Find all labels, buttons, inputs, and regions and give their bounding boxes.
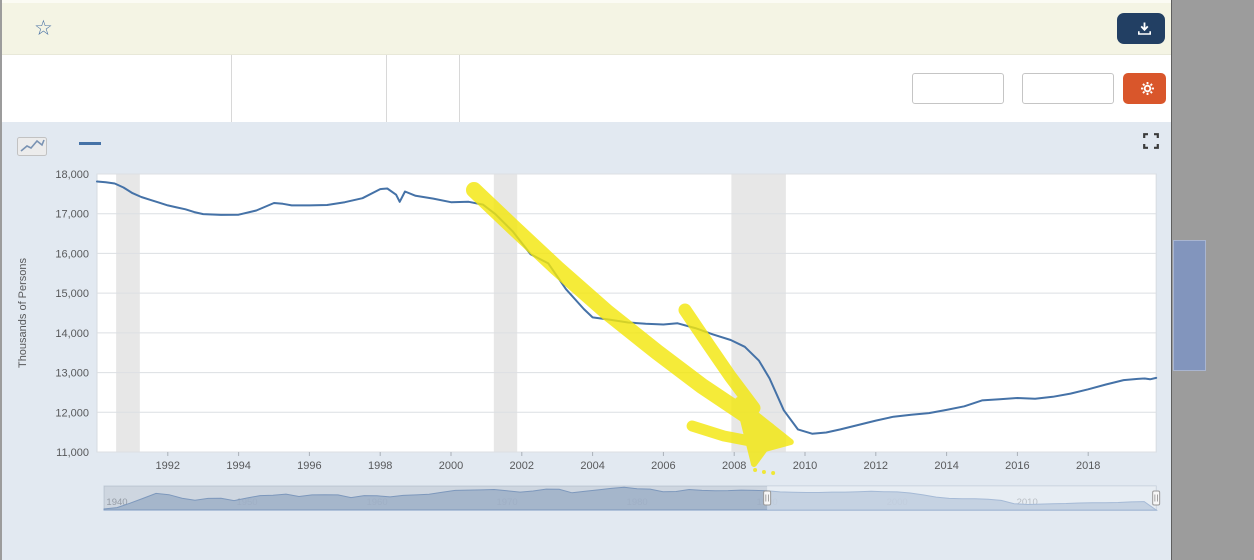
navigator-handle-left[interactable] — [763, 490, 772, 506]
x-tick-label: 2008 — [722, 460, 746, 472]
timeline-navigator[interactable]: 19401950196019701980199020002010 — [103, 485, 1161, 511]
range-controls — [853, 55, 1171, 122]
send-feedback-button[interactable] — [1173, 240, 1206, 371]
x-tick-label: 2004 — [580, 460, 604, 472]
footer-bar — [2, 518, 1171, 560]
y-tick-label: 18,000 — [55, 169, 89, 181]
x-tick-label: 2002 — [510, 460, 534, 472]
y-tick-label: 11,000 — [56, 447, 89, 459]
navigator-decade-label: 1940 — [106, 497, 127, 508]
legend-line-swatch — [79, 141, 101, 145]
top-strip — [2, 0, 1171, 3]
x-tick-label: 1998 — [368, 460, 392, 472]
meta-bar — [2, 55, 1171, 122]
gear-icon — [1141, 82, 1154, 95]
fred-logo-chart-icon — [17, 136, 47, 156]
y-tick-label: 13,000 — [55, 368, 89, 380]
edit-graph-button[interactable] — [1123, 73, 1166, 104]
y-tick-label: 12,000 — [55, 407, 89, 419]
y-axis-title: Thousands of Persons — [17, 257, 29, 368]
end-date-input[interactable] — [1022, 73, 1114, 104]
x-tick-label: 2006 — [651, 460, 675, 472]
navigator-masked-region — [104, 486, 768, 510]
chart-header — [2, 122, 1171, 164]
employment-line-series — [96, 180, 1158, 435]
download-button[interactable] — [1117, 13, 1165, 44]
yellow-arrow-annotation — [466, 182, 794, 476]
x-tick-label: 2010 — [793, 460, 817, 472]
favorite-star-icon[interactable]: ☆ — [34, 17, 53, 40]
plot-area[interactable]: 11,000 12,000 13,000 14,000 15,000 16,000 17,0… — [55, 169, 1157, 459]
navigator-selected-window[interactable] — [767, 486, 1157, 510]
y-tick-label: 17,000 — [55, 209, 89, 221]
download-icon — [1138, 22, 1151, 35]
title-bar: ☆ — [2, 3, 1171, 55]
y-tick-label: 14,000 — [55, 328, 89, 340]
x-tick-label: 2016 — [1005, 460, 1029, 472]
observation-block — [32, 55, 232, 122]
navigator-decade-label: 2010 — [1017, 497, 1038, 508]
start-date-input[interactable] — [912, 73, 1004, 104]
x-tick-label: 2000 — [439, 460, 463, 472]
main-chart[interactable]: 11,000 12,000 13,000 14,000 15,000 16,000 17,0… — [2, 164, 1172, 518]
x-tick-label: 2014 — [934, 460, 958, 472]
x-tick-label: 2012 — [864, 460, 888, 472]
x-tick-label: 1996 — [297, 460, 321, 472]
fullscreen-icon[interactable] — [1143, 133, 1159, 149]
navigator-area-series — [103, 486, 1158, 511]
fred-graph-page: ☆ — [2, 0, 1172, 560]
y-tick-label: 16,000 — [55, 248, 89, 260]
y-tick-label: 15,000 — [55, 288, 89, 300]
frequency-block — [387, 55, 460, 122]
navigator-handle-right[interactable] — [1152, 490, 1161, 506]
units-block — [232, 55, 387, 122]
recession-band — [116, 174, 140, 452]
x-tick-label: 1994 — [226, 460, 250, 472]
chart-section: 11,000 12,000 13,000 14,000 15,000 16,000 17,0… — [2, 122, 1171, 518]
chart-legend — [79, 141, 108, 145]
recession-band — [493, 174, 518, 452]
x-tick-label: 1992 — [156, 460, 180, 472]
x-tick-label: 2018 — [1076, 460, 1100, 472]
